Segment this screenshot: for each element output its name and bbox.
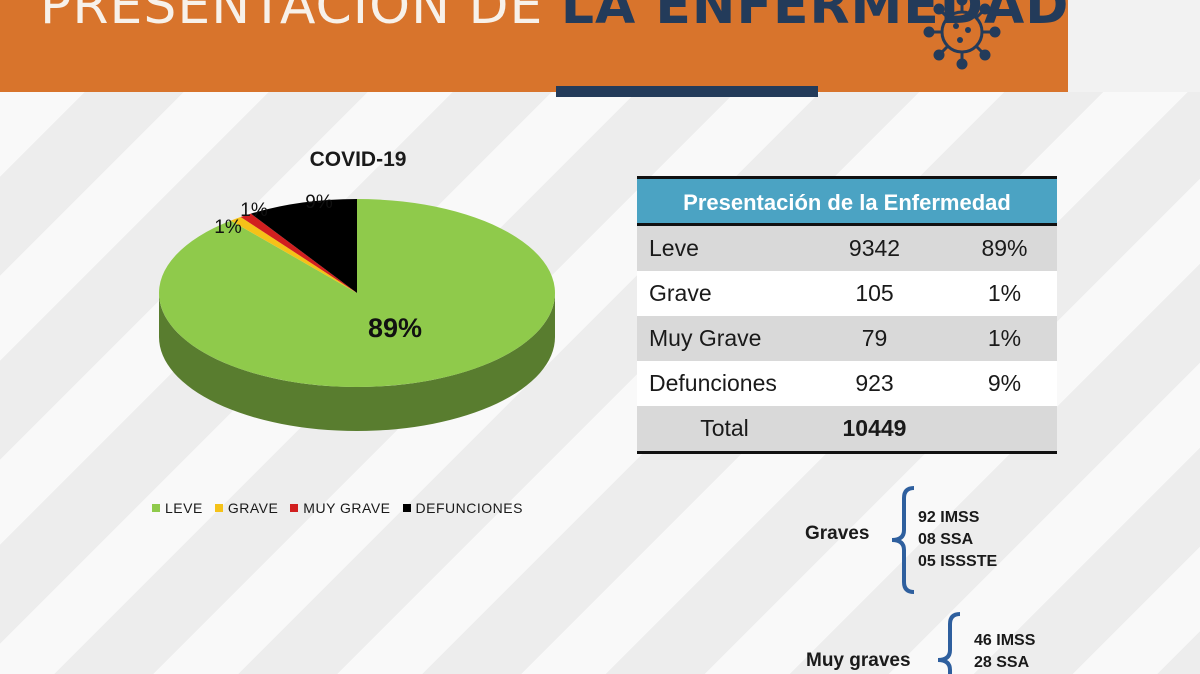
- table-row: Leve 9342 89%: [637, 226, 1057, 271]
- table-row: Grave 105 1%: [637, 271, 1057, 316]
- row-count: 105: [855, 280, 894, 306]
- legend-swatch: [290, 504, 299, 512]
- legend-item-defunciones: DEFUNCIONES: [402, 500, 523, 516]
- page-title: PRESENTACIÓN DE LA ENFERMEDAD: [40, 0, 1068, 36]
- legend-item-leve: LEVE: [152, 500, 203, 516]
- graves-label: Graves: [805, 523, 870, 544]
- table-total-row: Total 10449: [637, 406, 1057, 451]
- virus-icon: [923, 0, 1001, 70]
- graves-item: 08 SSA: [918, 531, 974, 548]
- row-percent: 1%: [987, 280, 1022, 306]
- row-percent: 1%: [987, 325, 1022, 351]
- header-banner: PRESENTACIÓN DE LA ENFERMEDAD: [0, 0, 1068, 92]
- legend-swatch: [402, 504, 411, 512]
- row-count: 9342: [848, 235, 901, 261]
- table-row: Defunciones 923 9%: [637, 361, 1057, 406]
- title-underline: [556, 86, 818, 97]
- legend-item-grave: GRAVE: [214, 500, 279, 516]
- pie-side-leve: [159, 293, 555, 431]
- row-label: Muy Grave: [649, 325, 762, 351]
- data-label-grave: 1%: [240, 200, 268, 221]
- legend-label: LEVE: [165, 500, 203, 516]
- legend-label: MUY GRAVE: [303, 500, 391, 516]
- graves-list: 92 IMSS 08 SSA 05 ISSSTE: [918, 507, 997, 573]
- muy-graves-item: 46 IMSS: [974, 632, 1036, 649]
- row-label: Grave: [649, 280, 712, 306]
- muy-graves-item: 28 SSA: [974, 654, 1030, 671]
- table-header: Presentación de la Enfermedad: [637, 179, 1057, 226]
- pie-slice-defunciones: [250, 199, 357, 293]
- row-percent: 9%: [987, 370, 1022, 396]
- total-label: Total: [700, 415, 749, 441]
- total-value: 10449: [842, 415, 907, 441]
- row-count: 923: [855, 370, 894, 396]
- legend-label: GRAVE: [227, 500, 279, 516]
- table-row: Muy Grave 79 1%: [637, 316, 1057, 361]
- graves-item: 92 IMSS: [918, 509, 980, 526]
- data-label-muy-grave: 1%: [214, 217, 242, 238]
- muy-graves-label: Muy graves: [806, 650, 911, 671]
- row-percent: 89%: [981, 235, 1028, 261]
- muy-graves-brace: [937, 612, 961, 674]
- title-light: PRESENTACIÓN DE: [40, 0, 544, 36]
- legend-swatch: [152, 504, 160, 512]
- chart-legend: LEVE GRAVE MUY GRAVE DEFUNCIONES: [152, 500, 523, 516]
- row-label: Leve: [649, 235, 699, 261]
- legend-item-muy-grave: MUY GRAVE: [290, 500, 390, 516]
- muy-graves-list: 46 IMSS 28 SSA: [974, 630, 1035, 674]
- row-count: 79: [861, 325, 888, 351]
- chart-title: COVID-19: [309, 148, 407, 171]
- pie-chart: 89% 1%1% 9%: [159, 192, 555, 431]
- graves-item: 05 ISSSTE: [918, 553, 998, 570]
- graves-brace: [891, 486, 915, 594]
- pie-slice-muy-grave: [240, 213, 357, 293]
- data-label-defunciones: 9%: [305, 192, 333, 213]
- pie-slice-grave: [230, 216, 357, 293]
- data-label-leve: 89%: [368, 313, 422, 343]
- legend-label: DEFUNCIONES: [415, 500, 523, 516]
- disease-table: Presentación de la Enfermedad Leve 9342 …: [637, 176, 1057, 454]
- row-label: Defunciones: [649, 370, 777, 396]
- legend-swatch: [214, 504, 223, 512]
